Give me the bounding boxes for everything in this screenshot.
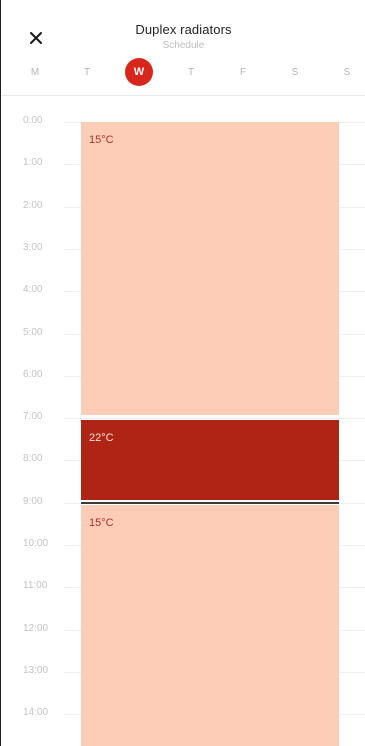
day-tab-6[interactable]: S [332, 58, 362, 86]
day-label: T [83, 66, 91, 78]
close-button[interactable] [23, 25, 49, 51]
page-subtitle: Schedule [162, 40, 205, 51]
block-temperature: 15°C [89, 134, 114, 146]
day-label: S [343, 66, 351, 78]
hour-label: 7:00 [23, 411, 43, 423]
day-tab-5[interactable]: S [280, 58, 310, 86]
schedule-block[interactable]: 15°C [81, 504, 339, 746]
schedule-timeline: 0:00 1:00 2:00 3:00 4:00 5:00 6:00 7:00 8:00 9:00… [1, 97, 365, 746]
block-divider [81, 501, 339, 504]
day-tab-3[interactable]: T [176, 58, 206, 86]
day-tab-2[interactable]: W [124, 58, 154, 86]
hour-label: 14:00 [23, 707, 49, 719]
hour-row: 7:00 [1, 411, 365, 422]
block-temperature: 15°C [89, 516, 114, 529]
hour-label: 0:00 [23, 115, 43, 126]
hour-gridline [63, 418, 365, 420]
hour-label: 6:00 [23, 368, 43, 380]
hour-label: 10:00 [23, 538, 49, 549]
hour-label: 11:00 [23, 580, 48, 592]
day-label: M [30, 66, 40, 78]
day-tab-1[interactable]: T [72, 58, 102, 86]
page-title: Duplex radiators [135, 22, 232, 37]
schedule-block[interactable]: 22°C [81, 420, 339, 500]
day-label: T [187, 66, 195, 78]
day-label: S [291, 66, 299, 78]
day-tab-4[interactable]: F [228, 58, 258, 86]
hour-label: 12:00 [23, 622, 49, 634]
hour-label: 9:00 [23, 495, 43, 507]
close-icon [30, 32, 42, 44]
block-temperature: 22°C [89, 432, 114, 445]
hour-label: 3:00 [23, 241, 43, 253]
hour-label: 1:00 [23, 157, 43, 169]
day-label: F [239, 66, 247, 78]
hour-label: 2:00 [23, 199, 43, 211]
hour-label: 4:00 [23, 284, 43, 296]
day-tab-0[interactable]: M [20, 58, 50, 86]
hour-label: 8:00 [23, 453, 43, 465]
header: Duplex radiators Schedule M T W T F S S [1, 0, 365, 96]
hour-label: 13:00 [23, 664, 49, 676]
selected-day-label: W [125, 58, 153, 86]
schedule-block[interactable]: 15°C [81, 122, 339, 416]
hour-label: 5:00 [23, 326, 43, 338]
